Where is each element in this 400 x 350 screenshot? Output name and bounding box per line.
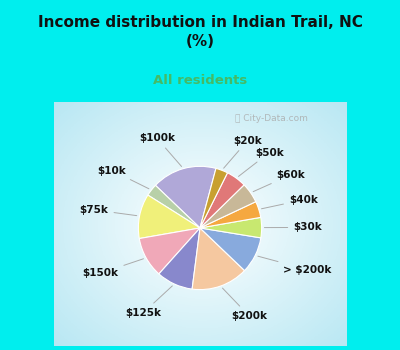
Text: $60k: $60k xyxy=(253,170,305,192)
Wedge shape xyxy=(156,166,216,228)
Wedge shape xyxy=(200,173,244,228)
Text: All residents: All residents xyxy=(153,74,247,87)
Text: $125k: $125k xyxy=(125,286,172,318)
Text: Income distribution in Indian Trail, NC
(%): Income distribution in Indian Trail, NC … xyxy=(38,15,362,49)
Wedge shape xyxy=(200,228,261,271)
Wedge shape xyxy=(200,185,256,228)
Text: $30k: $30k xyxy=(264,223,322,232)
Text: $200k: $200k xyxy=(222,288,267,321)
Text: $40k: $40k xyxy=(262,195,318,209)
Wedge shape xyxy=(159,228,200,289)
Wedge shape xyxy=(200,217,262,238)
Wedge shape xyxy=(192,228,244,289)
Wedge shape xyxy=(139,228,200,274)
Text: ⓘ City-Data.com: ⓘ City-Data.com xyxy=(235,114,308,123)
Text: $75k: $75k xyxy=(80,205,137,216)
Text: $150k: $150k xyxy=(82,259,144,278)
Wedge shape xyxy=(138,195,200,239)
Text: > $200k: > $200k xyxy=(258,256,332,274)
Wedge shape xyxy=(148,186,200,228)
Wedge shape xyxy=(200,168,228,228)
Text: $10k: $10k xyxy=(98,166,149,189)
Text: $100k: $100k xyxy=(139,133,182,167)
Text: $20k: $20k xyxy=(224,136,262,168)
Text: $50k: $50k xyxy=(238,148,284,176)
Wedge shape xyxy=(200,202,261,228)
